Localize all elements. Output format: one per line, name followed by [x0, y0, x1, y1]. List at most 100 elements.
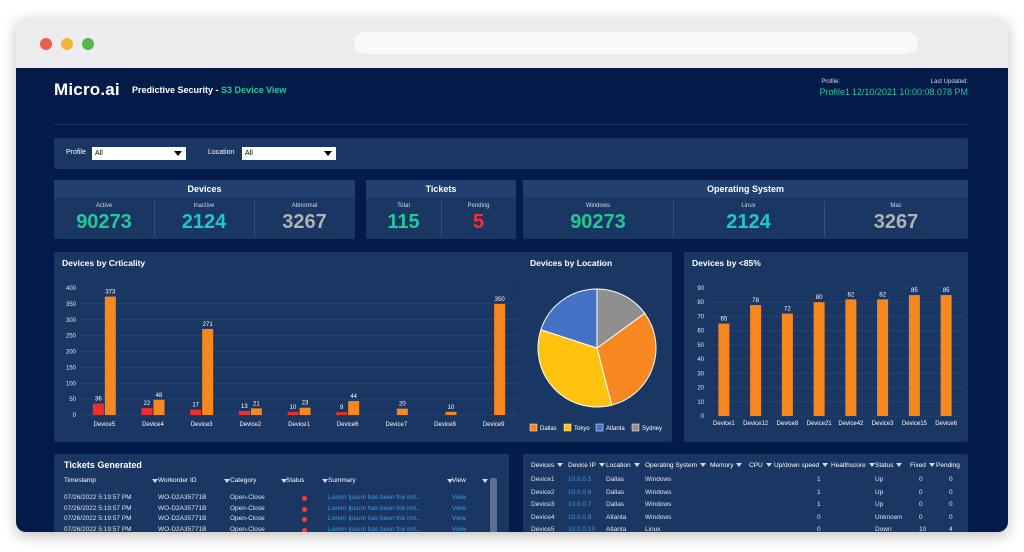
sort-caret-icon[interactable]: [896, 463, 903, 468]
table-cell: 07/26/2022 5:19:57 PM: [64, 504, 132, 512]
sort-caret-icon[interactable]: [736, 463, 743, 468]
column-header-operating-system[interactable]: Operating System: [645, 462, 707, 469]
sort-caret-icon[interactable]: [447, 479, 453, 483]
x-tick-label: Device12: [743, 421, 769, 427]
view-link[interactable]: View: [452, 525, 466, 533]
sort-caret-icon[interactable]: [482, 479, 488, 483]
table-cell: Device1: [531, 476, 555, 483]
sort-caret-icon[interactable]: [633, 463, 640, 468]
device-ip-link[interactable]: 10.0.0.5: [568, 476, 592, 483]
legend-label: Tokyo: [574, 426, 590, 432]
legend-label: Sydney: [642, 426, 662, 432]
y-tick-label: 0: [701, 414, 705, 420]
summary-link[interactable]: Lorem Ipsum has been the ind...: [328, 515, 422, 522]
column-header-device-ip[interactable]: Device IP: [568, 462, 605, 469]
table-cell: Up: [875, 476, 884, 483]
table-cell: Down: [875, 526, 892, 532]
sort-caret-icon[interactable]: [557, 463, 564, 468]
status-dot-icon: [302, 506, 307, 512]
column-header-summary[interactable]: Summary: [328, 477, 356, 484]
sort-caret-icon[interactable]: [322, 479, 328, 483]
stat-separator: [441, 201, 442, 237]
data-label: 44: [350, 394, 357, 400]
sort-caret-icon[interactable]: [928, 463, 935, 468]
address-bar[interactable]: [354, 32, 918, 54]
column-header-fixed[interactable]: Fixed: [910, 462, 935, 469]
sort-caret-icon[interactable]: [868, 463, 875, 468]
maximize-window-icon[interactable]: [82, 38, 94, 50]
view-link[interactable]: View: [452, 504, 466, 512]
column-header-pending[interactable]: Pending: [936, 462, 960, 469]
last-updated-value: 12/10/2021 10:00:08.078 PM: [851, 87, 968, 97]
column-header-memory[interactable]: Memory: [710, 462, 743, 469]
data-label: 350: [495, 297, 506, 303]
active-stat: Active 90273: [54, 203, 154, 234]
table-cell: 0: [949, 488, 953, 496]
column-header-label: CPU: [749, 462, 763, 469]
device-ip-link[interactable]: 10.0.0.8: [568, 513, 592, 521]
sort-caret-icon[interactable]: [281, 479, 287, 483]
summary-link[interactable]: Lorem Ipsum has been the ind...: [328, 494, 422, 501]
pie-slice-sydney: [596, 288, 646, 349]
table-cell: 07/26/2022 5:19:57 PM: [64, 525, 132, 533]
profile-select[interactable]: All: [92, 147, 186, 160]
location-select[interactable]: All: [242, 147, 336, 160]
sort-caret-icon[interactable]: [598, 463, 605, 468]
view-link[interactable]: View: [452, 494, 466, 501]
y-tick-label: 30: [697, 371, 704, 377]
bar-orange: [153, 399, 165, 415]
device-ip-link[interactable]: 10.0.0.10: [568, 526, 596, 532]
close-window-icon[interactable]: [40, 38, 52, 50]
x-tick-label: Device9: [483, 422, 505, 428]
sort-caret-icon[interactable]: [152, 479, 158, 483]
x-tick-label: Device6: [337, 422, 359, 428]
x-tick-label: Device3: [191, 422, 213, 428]
column-header-location[interactable]: Location: [606, 462, 640, 469]
column-header-category[interactable]: Category: [230, 477, 257, 484]
column-header-status[interactable]: Status: [286, 477, 305, 484]
column-header-workorder-id[interactable]: Workorder ID: [158, 477, 197, 484]
summary-link[interactable]: Lorem Ipsum has been the ind...: [328, 504, 422, 512]
column-header-cpu[interactable]: CPU: [749, 462, 772, 469]
inactive-stat: Inactive 2124: [154, 203, 254, 234]
column-header-healthscore[interactable]: Healthscore: [831, 462, 875, 469]
tickets-table-scrollbar[interactable]: [490, 478, 497, 532]
inactive-value: 2124: [181, 211, 227, 233]
device-ip-link[interactable]: 10.0.0.6: [568, 488, 592, 496]
column-header-devices[interactable]: Devices: [531, 462, 564, 469]
column-header-up-down-speed[interactable]: Up/down speed: [774, 462, 829, 469]
y-tick-label: 90: [697, 286, 704, 292]
column-header-label: Healthscore: [831, 462, 866, 469]
y-tick-label: 60: [697, 329, 704, 335]
sort-caret-icon[interactable]: [224, 479, 230, 483]
y-tick-label: 20: [697, 386, 704, 392]
table-cell: Device5: [531, 526, 555, 532]
minimize-window-icon[interactable]: [61, 38, 73, 50]
data-label: 22: [144, 401, 151, 407]
table-cell: Open-Close: [230, 525, 265, 533]
pending-tickets-label: Pending: [467, 203, 490, 209]
column-header-view[interactable]: View: [452, 477, 466, 484]
stat-separator: [824, 201, 825, 237]
chevron-down-icon: [324, 151, 332, 156]
device-ip-link[interactable]: 10.0.0.7: [568, 501, 592, 508]
view-link[interactable]: View: [452, 515, 466, 522]
column-header-status[interactable]: Status: [875, 462, 903, 469]
column-header-timestamp[interactable]: Timestamp: [64, 477, 96, 484]
status-dot-icon: [302, 517, 307, 522]
summary-link[interactable]: Lorem Ipsum has been the ind...: [328, 525, 422, 533]
y-tick-label: 400: [66, 286, 77, 292]
abnormal-label: Abnormal: [291, 203, 318, 209]
y-tick-label: 150: [66, 365, 77, 371]
pie-slice-tokyo: [537, 329, 613, 408]
sort-caret-icon[interactable]: [700, 463, 707, 468]
data-label: 72: [784, 307, 791, 313]
table-cell: Atlanta: [606, 513, 627, 521]
sort-caret-icon[interactable]: [765, 463, 772, 468]
total-tickets-label: Total: [397, 203, 410, 209]
data-label: 85: [943, 288, 950, 294]
x-tick-label: Device21: [807, 421, 833, 427]
data-label: 9: [340, 405, 344, 411]
sort-caret-icon[interactable]: [822, 463, 829, 468]
x-tick-label: Device7: [385, 422, 407, 428]
